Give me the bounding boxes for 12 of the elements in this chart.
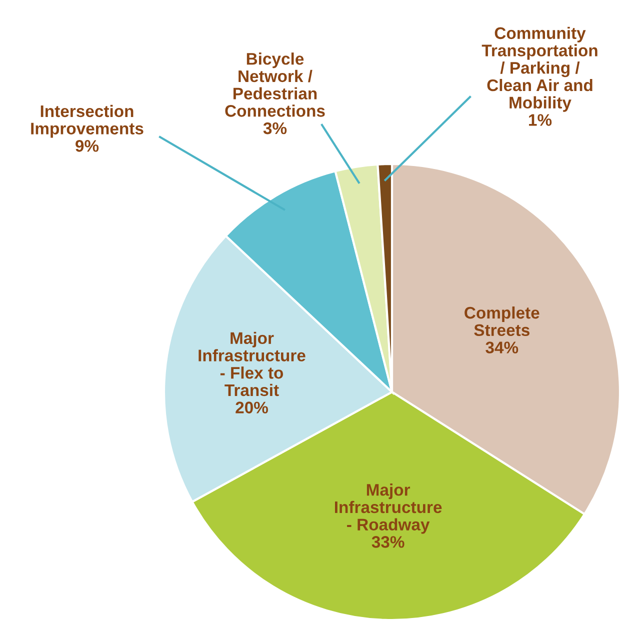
slice-label: Intersection Improvements bbox=[31, 104, 144, 138]
slice-label: Community Transportation / Parking / Clean Air and Mobility bbox=[482, 26, 598, 112]
slice-label: Major Infrastructure - Flex to Transit bbox=[198, 332, 306, 396]
data-label: 20% bbox=[236, 402, 268, 414]
data-label: 34% bbox=[486, 342, 518, 354]
slice-label: Complete Streets bbox=[464, 306, 540, 336]
data-label: 1% bbox=[529, 114, 552, 126]
data-label: 33% bbox=[372, 536, 404, 548]
slice-label: Bicycle Network / Pedestrian Connections bbox=[225, 52, 325, 117]
data-label: 9% bbox=[76, 140, 99, 152]
slice-label: Major Infrastructure - Roadway bbox=[335, 484, 442, 534]
data-label: 3% bbox=[263, 122, 287, 134]
